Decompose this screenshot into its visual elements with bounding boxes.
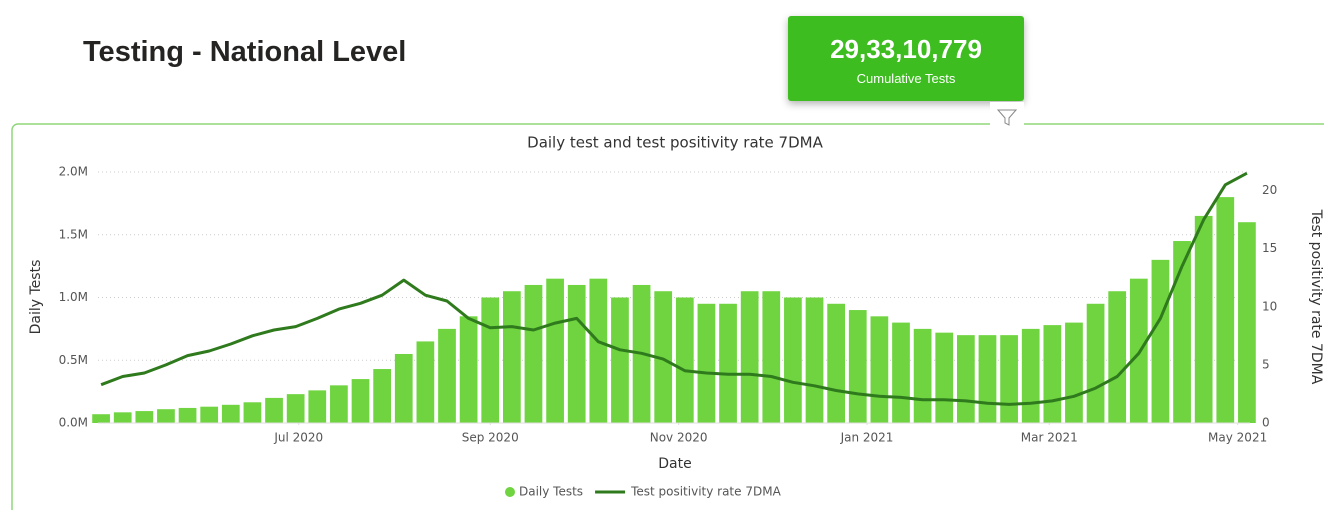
bar: [502, 291, 521, 423]
bar: [805, 297, 824, 423]
y-tick-label: 0.0M: [59, 416, 88, 430]
y2-tick-label: 20: [1262, 183, 1277, 197]
bar: [892, 322, 910, 423]
line: [100, 171, 1248, 406]
bar: [330, 385, 348, 423]
bar: [221, 404, 240, 423]
bar: [481, 297, 500, 423]
bar: [1086, 303, 1105, 423]
legend-swatch: [505, 487, 515, 497]
bar: [1238, 222, 1256, 423]
legend-label: Test positivity rate 7DMA: [630, 485, 782, 499]
bar: [1021, 328, 1040, 423]
bar: [611, 297, 629, 423]
bar: [567, 284, 586, 423]
bar: [784, 297, 802, 423]
bar: [697, 303, 716, 423]
bar: [113, 412, 132, 423]
bar: [265, 397, 283, 423]
legend-label: Daily Tests: [519, 485, 583, 499]
bar: [286, 394, 305, 423]
bar: [394, 353, 413, 423]
bar: [935, 332, 954, 423]
bar: [308, 390, 327, 423]
x-tick-label: Nov 2020: [650, 431, 708, 445]
y2-tick-label: 5: [1262, 357, 1270, 371]
bar: [243, 402, 262, 423]
bar: [978, 335, 997, 423]
bar: [654, 291, 673, 423]
bar: [589, 278, 608, 423]
bar: [1108, 291, 1127, 423]
page-title: Testing - National Level: [83, 36, 407, 68]
bar: [913, 328, 932, 423]
y-axis-label: Daily Tests: [28, 260, 44, 335]
bar: [956, 335, 975, 423]
y-tick-label: 1.0M: [59, 290, 88, 304]
y2-axis-label: Test positivity rate 7DMA: [1308, 209, 1324, 385]
bar: [1151, 259, 1170, 423]
kpi-card: 29,33,10,779 Cumulative Tests: [788, 16, 1024, 101]
bar: [524, 284, 543, 423]
bar: [178, 407, 197, 423]
y2-tick-label: 15: [1262, 241, 1277, 255]
kpi-label: Cumulative Tests: [856, 71, 956, 86]
chart-title: Daily test and test positivity rate 7DMA: [527, 134, 823, 152]
bar: [719, 303, 737, 423]
bar: [1065, 322, 1083, 423]
bar: [827, 303, 846, 423]
bar: [740, 291, 759, 423]
bar: [1173, 241, 1191, 423]
bar: [675, 297, 694, 423]
y-tick-label: 2.0M: [59, 165, 88, 179]
bar: [1000, 335, 1018, 423]
x-tick-label: Sep 2020: [462, 431, 519, 445]
x-tick-label: May 2021: [1208, 431, 1267, 445]
bar: [438, 328, 456, 423]
x-tick-label: Jul 2020: [273, 431, 323, 445]
bar: [459, 316, 478, 423]
bar: [351, 379, 370, 423]
bar: [762, 291, 781, 423]
bar: [1216, 197, 1235, 423]
panel-border: [11, 123, 1324, 510]
y-tick-label: 1.5M: [59, 227, 88, 241]
bar: [546, 278, 564, 423]
filter-icon[interactable]: [996, 109, 1018, 126]
bar: [1043, 325, 1062, 423]
bar: [157, 409, 175, 423]
bar: [870, 316, 889, 423]
x-tick-label: Jan 2021: [840, 431, 894, 445]
bar: [848, 310, 867, 423]
kpi-value: 29,33,10,779: [830, 34, 982, 64]
bar: [373, 369, 392, 423]
y2-tick-label: 10: [1262, 299, 1277, 313]
bar: [200, 406, 219, 423]
x-tick-label: Mar 2021: [1021, 431, 1078, 445]
bar: [92, 414, 110, 423]
bar: [416, 341, 435, 423]
y-tick-label: 0.5M: [59, 353, 88, 367]
bar: [135, 411, 154, 423]
bar: [1194, 215, 1213, 423]
y2-tick-label: 0: [1262, 416, 1270, 430]
x-axis-label: Date: [658, 456, 691, 472]
